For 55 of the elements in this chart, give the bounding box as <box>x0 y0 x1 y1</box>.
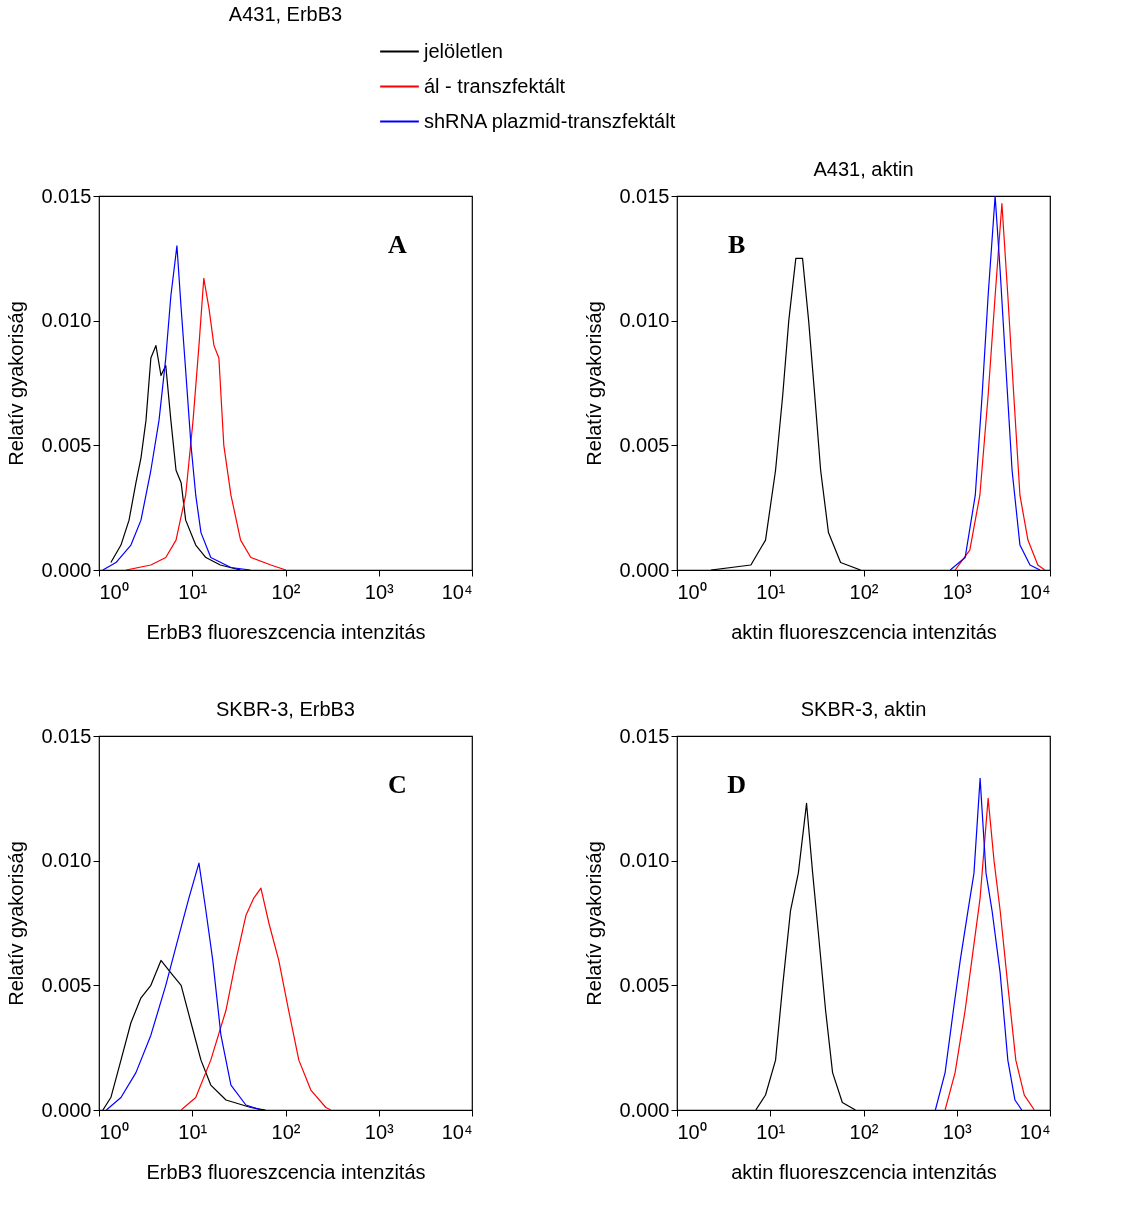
y-tick-label: 0.000 <box>41 558 92 581</box>
x-tick-label: 10⁴ <box>1019 1120 1051 1143</box>
chart-title: SKBR-3, aktin <box>800 698 927 720</box>
x-tick-label: 10³ <box>364 580 395 603</box>
annotation: D <box>727 769 747 799</box>
x-tick-label: 10⁰ <box>99 1120 129 1143</box>
y-tick-label: 0.015 <box>41 724 92 747</box>
y-axis-title: Relatív gyakoriság <box>5 841 28 1006</box>
x-tick-label: 10² <box>849 580 879 603</box>
x-tick-label: 10¹ <box>756 580 786 603</box>
y-axis-title: Relatív gyakoriság <box>583 301 606 466</box>
x-axis-title: ErbB3 fluoreszcencia intenzitás <box>146 620 426 643</box>
y-tick-label: 0.005 <box>619 433 670 456</box>
y-tick-label: 0.005 <box>41 433 92 456</box>
legend-label: jelöletlen <box>423 39 503 62</box>
x-tick-label: 10⁴ <box>1019 580 1051 603</box>
y-tick-label: 0.005 <box>619 973 670 996</box>
x-tick-label: 10⁰ <box>677 580 707 603</box>
y-tick-label: 0.000 <box>619 1098 670 1121</box>
y-tick-label: 0.015 <box>619 724 670 747</box>
y-tick-label: 0.005 <box>41 973 92 996</box>
annotation: A <box>388 229 408 259</box>
annotation: C <box>388 769 407 799</box>
x-axis-title: ErbB3 fluoreszcencia intenzitás <box>146 1160 426 1183</box>
chart-title: SKBR-3, ErbB3 <box>216 698 355 720</box>
y-axis-title: Relatív gyakoriság <box>583 841 606 1006</box>
x-tick-label: 10⁴ <box>441 1120 473 1143</box>
x-tick-label: 10³ <box>942 1120 973 1143</box>
y-tick-label: 0.010 <box>619 849 670 872</box>
y-tick-label: 0.010 <box>41 849 92 872</box>
y-tick-label: 0.000 <box>619 558 670 581</box>
x-tick-label: 10⁴ <box>441 580 473 603</box>
legend-label: shRNA plazmid-transzfektált <box>424 109 676 132</box>
y-tick-label: 0.010 <box>619 309 670 332</box>
legend-label: ál - transzfektált <box>424 74 566 97</box>
y-tick-label: 0.000 <box>41 1098 92 1121</box>
chart-title: A431, ErbB3 <box>228 3 343 25</box>
x-tick-label: 10⁰ <box>99 580 129 603</box>
annotation: B <box>728 229 746 259</box>
y-tick-label: 0.010 <box>41 309 92 332</box>
x-axis-title: aktin fluoreszcencia intenzitás <box>731 1160 997 1183</box>
x-tick-label: 10² <box>849 1120 879 1143</box>
x-tick-label: 10³ <box>942 580 973 603</box>
x-tick-label: 10¹ <box>756 1120 786 1143</box>
x-tick-label: 10¹ <box>178 1120 208 1143</box>
x-tick-label: 10¹ <box>178 580 208 603</box>
y-tick-label: 0.015 <box>41 184 92 207</box>
x-tick-label: 10² <box>271 1120 301 1143</box>
y-axis-title: Relatív gyakoriság <box>5 301 28 466</box>
x-axis-title: aktin fluoreszcencia intenzitás <box>731 620 997 643</box>
x-tick-label: 10² <box>271 580 301 603</box>
chart-title: A431, aktin <box>813 158 914 180</box>
y-tick-label: 0.015 <box>619 184 670 207</box>
x-tick-label: 10⁰ <box>677 1120 707 1143</box>
x-tick-label: 10³ <box>364 1120 395 1143</box>
